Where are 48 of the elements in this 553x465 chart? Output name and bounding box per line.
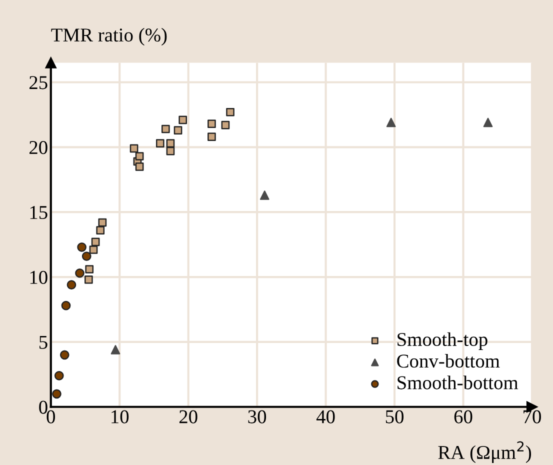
point [110,345,120,354]
point [77,242,86,252]
legend-label: Smooth-bottom [398,376,518,390]
legend-label: Smooth-top [398,332,488,350]
point [208,120,216,128]
point [82,252,92,261]
point [60,350,70,360]
y-tick-label: 0 [39,400,48,414]
y-axis-title: TMR ratio (%) [51,28,167,46]
y-tick-label: 10 [30,270,48,284]
point [174,126,182,134]
point [208,132,216,141]
x-tick-label: 40 [316,410,335,424]
x-tick-label: 50 [386,410,404,424]
point [156,139,164,148]
point [135,152,144,160]
point [66,280,76,290]
point [178,116,188,124]
x-tick-label: 10 [112,410,129,424]
y-tick-label: 25 [30,76,48,90]
point [89,246,98,254]
point [91,238,100,246]
point [96,226,105,234]
point [130,144,138,153]
x-tick-label: 30 [248,410,266,424]
point [54,371,64,380]
point [483,118,493,128]
point [161,124,170,134]
point [52,389,62,399]
point [84,275,93,284]
point [61,300,71,310]
point [98,218,107,227]
x-tick-label: 60 [454,410,472,424]
point [221,120,230,130]
x-axis-title: RA (Ωμm$^{2}$) [438,441,532,463]
y-tick-label: 15 [30,206,48,220]
point [226,108,234,116]
point [135,162,144,171]
y-tick-label: 20 [30,140,48,154]
x-tick-label: 20 [179,410,198,424]
point [166,139,175,148]
legend-label: Conv-bottom [397,354,500,368]
point [386,118,396,128]
point [166,146,175,156]
point [85,265,94,274]
point [260,190,270,200]
point [75,268,84,278]
y-tick-label: 5 [40,336,48,349]
